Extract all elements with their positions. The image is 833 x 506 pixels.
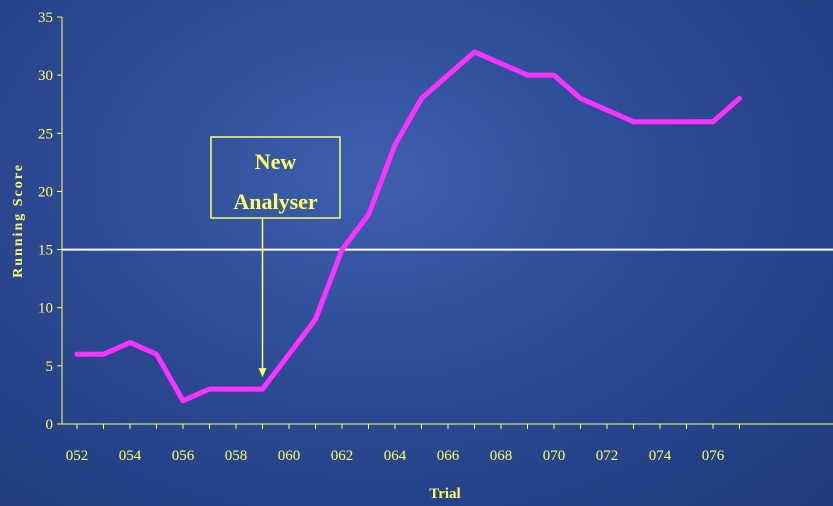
y-tick-label: 15: [38, 243, 53, 259]
annotation: New Analyser: [210, 136, 341, 378]
x-tick-label: 052: [66, 448, 89, 464]
x-ticks: 052 054 056 058 060 062 064 066 068 070 072 074 076: [66, 424, 740, 464]
x-tick-label: 058: [225, 448, 248, 464]
x-tick-label: 070: [543, 448, 566, 464]
x-tick-label: 064: [384, 448, 407, 464]
y-ticks: 0 5 10 15 20 25 30 35: [38, 10, 62, 433]
x-tick-label: 066: [437, 448, 460, 464]
x-tick-label: 056: [172, 448, 195, 464]
y-tick-label: 35: [38, 10, 53, 26]
x-tick-label: 054: [119, 448, 142, 464]
x-tick-label: 076: [702, 448, 725, 464]
x-tick-label: 074: [649, 448, 672, 464]
y-tick-label: 20: [38, 184, 53, 200]
series-line: [74, 49, 742, 404]
y-tick-label: 5: [46, 359, 54, 375]
x-tick-label: 062: [331, 448, 354, 464]
x-tick-label: 068: [490, 448, 513, 464]
annotation-line-2: Analyser: [233, 189, 318, 214]
x-tick-label: 072: [596, 448, 619, 464]
x-axis-title: Trial: [429, 486, 460, 502]
y-tick-label: 10: [38, 301, 53, 317]
annotation-box: [210, 136, 341, 219]
x-tick-label: 060: [278, 448, 301, 464]
y-tick-label: 30: [38, 68, 53, 84]
y-axis-title: Running Score: [11, 163, 26, 278]
annotation-arrowhead: [258, 368, 267, 378]
annotation-line-1: New: [255, 149, 297, 174]
y-tick-label: 25: [38, 126, 53, 142]
y-tick-label: 0: [46, 417, 54, 433]
